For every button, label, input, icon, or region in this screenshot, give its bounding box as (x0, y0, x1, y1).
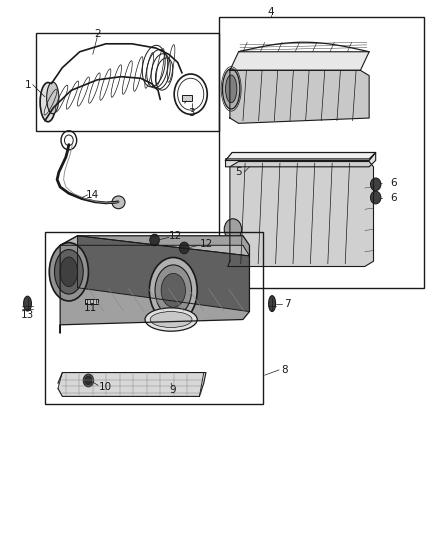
Bar (36, 33, 219, 131)
Text: 10: 10 (99, 382, 112, 392)
Bar (219, 17, 424, 288)
Text: 14: 14 (86, 190, 99, 200)
Ellipse shape (149, 257, 197, 323)
Polygon shape (60, 236, 250, 333)
Ellipse shape (145, 308, 197, 331)
Ellipse shape (85, 376, 92, 385)
Ellipse shape (49, 243, 88, 301)
Text: 6: 6 (390, 192, 396, 203)
Ellipse shape (83, 374, 94, 387)
Text: 3: 3 (188, 108, 195, 118)
Text: 4: 4 (268, 7, 275, 17)
Text: 9: 9 (169, 384, 176, 394)
Ellipse shape (40, 83, 56, 122)
Ellipse shape (371, 191, 381, 204)
Text: 7: 7 (284, 298, 291, 309)
Ellipse shape (47, 82, 59, 114)
Text: 2: 2 (94, 29, 100, 39)
Ellipse shape (54, 249, 83, 294)
Polygon shape (226, 152, 376, 167)
Polygon shape (230, 70, 369, 123)
Polygon shape (230, 52, 369, 70)
Ellipse shape (24, 296, 32, 311)
Ellipse shape (112, 196, 125, 209)
Text: 8: 8 (281, 365, 288, 375)
Ellipse shape (155, 265, 191, 316)
Ellipse shape (60, 257, 78, 287)
Ellipse shape (161, 273, 185, 308)
Polygon shape (226, 152, 376, 160)
Polygon shape (78, 236, 250, 312)
Bar (183, 95, 192, 101)
Bar (45, 232, 262, 405)
Text: 11: 11 (84, 303, 97, 313)
Ellipse shape (223, 69, 240, 109)
Ellipse shape (150, 312, 192, 327)
Ellipse shape (268, 296, 276, 312)
Polygon shape (58, 373, 206, 397)
Ellipse shape (150, 234, 159, 246)
Text: 13: 13 (21, 310, 34, 320)
Text: 6: 6 (390, 178, 396, 188)
Text: 5: 5 (235, 167, 242, 177)
Text: 12: 12 (199, 239, 212, 249)
Text: 12: 12 (169, 231, 182, 241)
Ellipse shape (226, 75, 237, 103)
Text: 1: 1 (25, 79, 32, 90)
Ellipse shape (371, 178, 381, 191)
Polygon shape (228, 161, 374, 266)
Bar (85, 300, 99, 304)
Ellipse shape (180, 242, 189, 254)
Ellipse shape (224, 219, 242, 240)
Polygon shape (60, 236, 250, 256)
